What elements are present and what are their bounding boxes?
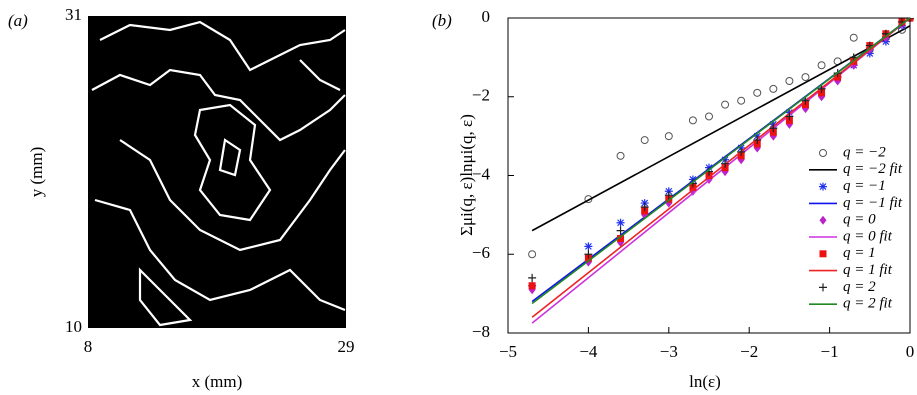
x-tick-label: −2 bbox=[740, 342, 758, 361]
point bbox=[529, 251, 536, 258]
legend-marker bbox=[819, 183, 827, 191]
point bbox=[665, 133, 672, 140]
point bbox=[641, 137, 648, 144]
point bbox=[802, 74, 809, 81]
x-tick-label: −4 bbox=[579, 342, 598, 361]
y-tick-label: 0 bbox=[482, 7, 491, 26]
y-tick-label: 10 bbox=[65, 317, 82, 336]
y-tick-label: −8 bbox=[472, 322, 490, 341]
legend-label: q = 1 bbox=[843, 245, 876, 261]
y-tick-label: −2 bbox=[472, 86, 490, 105]
legend-label: q = −2 bbox=[843, 144, 886, 160]
panel-label: (a) bbox=[8, 11, 28, 30]
point bbox=[738, 97, 745, 104]
x-axis-label: x (mm) bbox=[192, 372, 243, 391]
panel-label: (b) bbox=[432, 11, 452, 30]
point bbox=[850, 34, 857, 41]
legend-label: q = 2 bbox=[843, 279, 876, 295]
legend-label: q = 1 fit bbox=[843, 262, 893, 278]
point bbox=[617, 152, 624, 159]
figure: (a)x (mm)y (mm)8291031(b)ln(ε)Σμi(q, ε)l… bbox=[0, 0, 917, 395]
x-axis-label: ln(ε) bbox=[689, 372, 721, 391]
point bbox=[584, 242, 592, 250]
contour-image bbox=[88, 16, 346, 328]
legend-marker bbox=[820, 216, 827, 225]
x-tick-label: 8 bbox=[84, 337, 93, 356]
point bbox=[818, 62, 825, 69]
point bbox=[754, 89, 761, 96]
x-tick-label: 0 bbox=[906, 342, 915, 361]
y-axis-label: y (mm) bbox=[27, 147, 46, 198]
legend-label: q = −1 fit bbox=[843, 195, 903, 211]
x-tick-label: 29 bbox=[338, 337, 355, 356]
point bbox=[529, 282, 536, 289]
point bbox=[528, 274, 536, 282]
point bbox=[770, 85, 777, 92]
x-tick-label: −5 bbox=[499, 342, 517, 361]
legend-label: q = −2 fit bbox=[843, 161, 903, 177]
point bbox=[706, 113, 713, 120]
point bbox=[617, 219, 625, 227]
point bbox=[722, 101, 729, 108]
legend-marker bbox=[820, 250, 827, 257]
y-tick-label: −6 bbox=[472, 243, 490, 262]
x-tick-label: −1 bbox=[821, 342, 839, 361]
legend-marker bbox=[819, 283, 827, 291]
point bbox=[786, 78, 793, 85]
y-tick-label: −4 bbox=[472, 164, 491, 183]
x-tick-label: −3 bbox=[660, 342, 678, 361]
y-tick-label: 31 bbox=[65, 5, 82, 24]
legend-label: q = −1 bbox=[843, 178, 886, 194]
legend-label: q = 0 bbox=[843, 212, 876, 228]
legend-label: q = 0 fit bbox=[843, 228, 893, 244]
point bbox=[689, 117, 696, 124]
legend-label: q = 2 fit bbox=[843, 296, 893, 312]
legend-marker bbox=[820, 150, 827, 157]
